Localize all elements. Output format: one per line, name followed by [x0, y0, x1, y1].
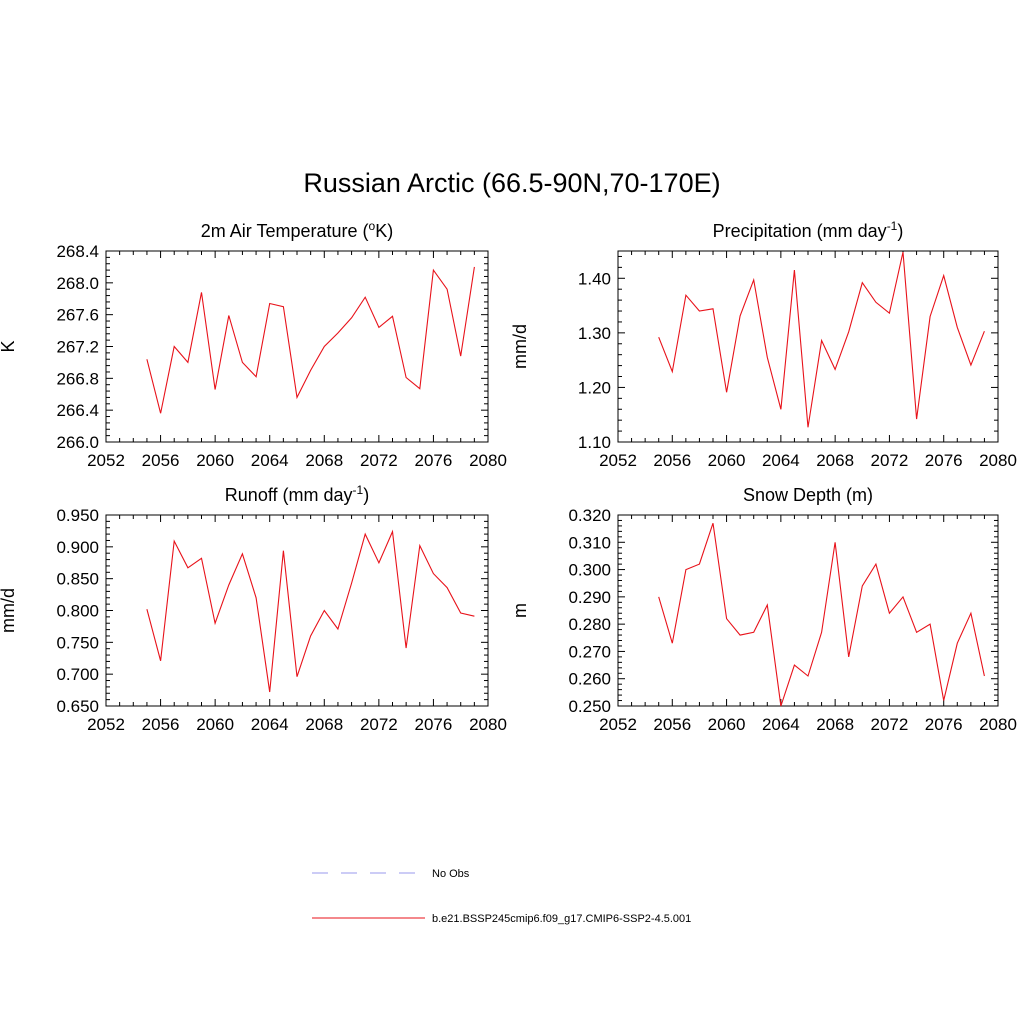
panel-2: 2052 2056 2060 2064 2068 2072 2076 2080 1.10 1.20…: [510, 219, 1017, 470]
y-tick-label: 0.250: [568, 697, 611, 716]
figure-title: Russian Arctic (66.5-90N,70-170E): [303, 168, 721, 198]
x-tick-label: 2060: [708, 715, 746, 734]
x-tick-label: 2076: [415, 715, 453, 734]
legend-label-no-obs: No Obs: [432, 868, 470, 880]
x-tick-label: 2068: [305, 451, 343, 470]
panel-title-text: Snow Depth (m): [743, 485, 873, 505]
panel-title-text-end: ): [363, 485, 369, 505]
y-axis-label: m: [510, 603, 530, 618]
x-tick-label: 2068: [305, 715, 343, 734]
panel-title-text-end: ): [897, 221, 903, 241]
panel-title: Snow Depth (m): [743, 485, 873, 505]
y-tick-label: 1.10: [578, 433, 611, 452]
panel-title: Runoff (mm day-1): [225, 483, 369, 505]
y-tick-label: 0.260: [568, 670, 611, 689]
y-axis-label: mm/d: [0, 588, 18, 633]
y-tick-label: 0.320: [568, 506, 611, 525]
x-tick-label: 2076: [925, 451, 963, 470]
x-tick-label: 2068: [816, 451, 854, 470]
x-tick-label: 2080: [469, 715, 507, 734]
y-axis-label: K: [0, 340, 18, 352]
panel-title-text: Precipitation (mm day: [713, 221, 887, 241]
plot-frame: [617, 514, 999, 707]
panel-4: 2052 2056 2060 2064 2068 2072 2076 2080 0.250 0.2…: [510, 485, 1017, 734]
x-tick-label: 2068: [816, 715, 854, 734]
y-tick-label: 0.800: [56, 602, 99, 621]
x-tick-label: 2076: [925, 715, 963, 734]
x-tick-label: 2056: [653, 715, 691, 734]
y-tick-label: 267.2: [56, 338, 99, 357]
y-tick-label: 1.20: [578, 378, 611, 397]
panel-title-superscript: -1: [353, 483, 364, 497]
y-tick-label: 268.4: [56, 242, 99, 261]
panel-3: 2052 2056 2060 2064 2068 2072 2076 2080 0.650 0.7…: [0, 483, 507, 734]
panel-title-text: 2m Air Temperature (: [201, 221, 369, 241]
y-tick-label: 0.290: [568, 588, 611, 607]
y-tick-label: 266.0: [56, 433, 99, 452]
x-tick-label: 2072: [871, 451, 909, 470]
y-tick-label: 266.4: [56, 401, 99, 420]
y-tick-label: 0.270: [568, 642, 611, 661]
y-tick-label: 0.650: [56, 697, 99, 716]
x-tick-label: 2060: [708, 451, 746, 470]
x-tick-label: 2072: [360, 451, 398, 470]
x-tick-label: 2060: [196, 451, 234, 470]
x-tick-label: 2076: [415, 451, 453, 470]
x-tick-label: 2056: [653, 451, 691, 470]
x-tick-label: 2056: [142, 451, 180, 470]
series-line: [146, 529, 475, 693]
panel-title-text-end: K): [375, 221, 393, 241]
x-tick-label: 2064: [762, 715, 800, 734]
plot-frame: [105, 250, 489, 443]
y-tick-label: 0.750: [56, 633, 99, 652]
x-tick-label: 2052: [87, 715, 125, 734]
x-tick-label: 2080: [979, 451, 1017, 470]
legend: No Obs b.e21.BSSP245cmip6.f09_g17.CMIP6-S…: [312, 868, 691, 925]
x-tick-label: 2064: [251, 451, 289, 470]
y-tick-label: 0.310: [568, 533, 611, 552]
x-tick-label: 2060: [196, 715, 234, 734]
y-tick-label: 0.900: [56, 538, 99, 557]
x-tick-label: 2052: [599, 715, 637, 734]
panel-title-superscript: -1: [887, 219, 898, 233]
panel-title-text: Runoff (mm day: [225, 485, 353, 505]
series-line: [658, 523, 985, 707]
y-tick-label: 266.8: [56, 369, 99, 388]
x-tick-label: 2052: [87, 451, 125, 470]
panel-1: 2052 2056 2060 2064 2068 2072 2076 2080 266.0 266…: [0, 219, 507, 470]
x-tick-label: 2056: [142, 715, 180, 734]
y-tick-label: 0.700: [56, 665, 99, 684]
x-tick-label: 2052: [599, 451, 637, 470]
y-tick-label: 1.40: [578, 269, 611, 288]
panel-title: 2m Air Temperature (oK): [201, 219, 393, 241]
x-tick-label: 2080: [979, 715, 1017, 734]
plot-frame: [617, 250, 999, 443]
series-line: [658, 251, 985, 428]
x-tick-label: 2072: [360, 715, 398, 734]
y-tick-label: 268.0: [56, 274, 99, 293]
panel-title-superscript: o: [369, 219, 376, 233]
legend-label-model: b.e21.BSSP245cmip6.f09_g17.CMIP6-SSP2-4.…: [432, 913, 691, 925]
y-tick-label: 0.280: [568, 615, 611, 634]
x-tick-label: 2064: [762, 451, 800, 470]
series-line: [146, 266, 475, 414]
y-tick-label: 267.6: [56, 306, 99, 325]
y-tick-label: 0.850: [56, 570, 99, 589]
x-tick-label: 2072: [871, 715, 909, 734]
x-tick-label: 2064: [251, 715, 289, 734]
y-tick-label: 1.30: [578, 324, 611, 343]
y-tick-label: 0.950: [56, 506, 99, 525]
y-tick-label: 0.300: [568, 561, 611, 580]
panel-title: Precipitation (mm day-1): [713, 219, 904, 241]
y-axis-label: mm/d: [510, 324, 530, 369]
x-tick-label: 2080: [469, 451, 507, 470]
plot-frame: [105, 514, 489, 707]
